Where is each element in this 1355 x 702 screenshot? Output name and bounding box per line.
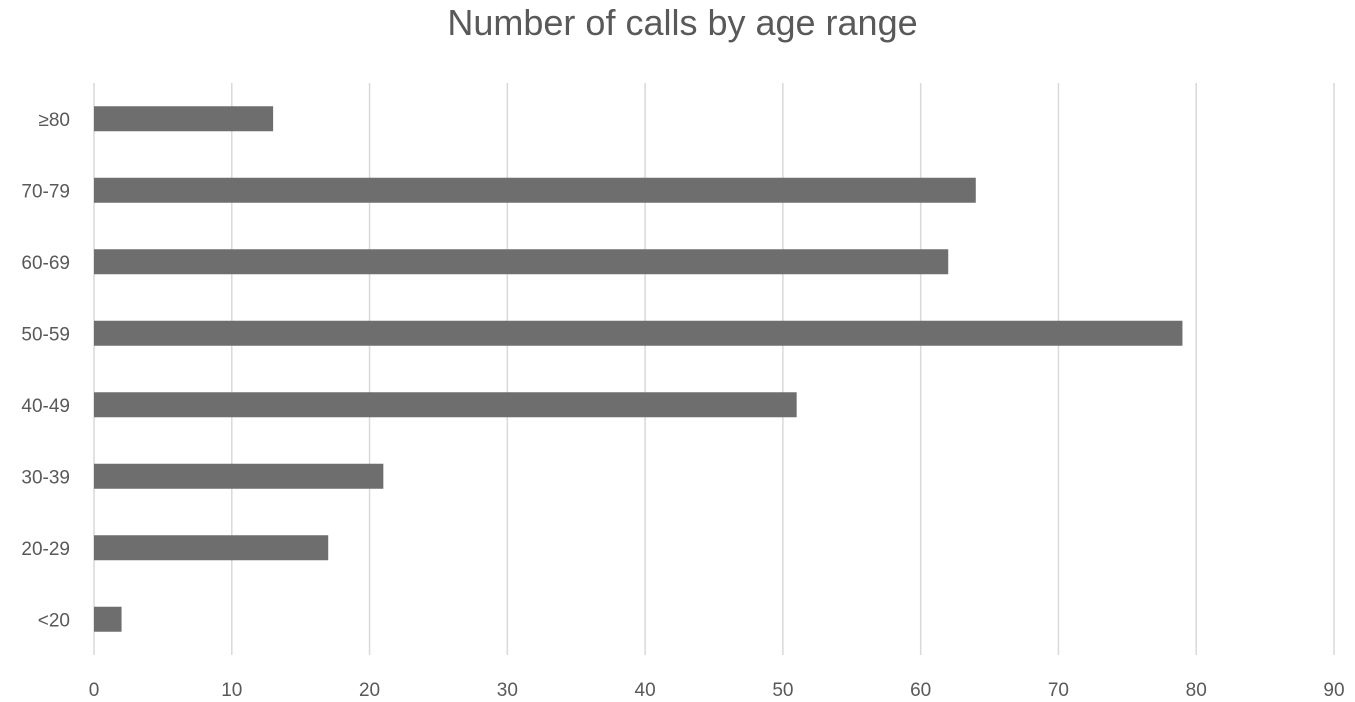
x-tick-label: 0	[89, 680, 100, 701]
category-label: <20	[38, 610, 70, 631]
x-tick-label: 10	[221, 680, 242, 701]
category-label: 20-29	[21, 539, 70, 560]
bar	[94, 320, 1183, 346]
x-tick-label: 50	[772, 680, 793, 701]
category-label: 40-49	[21, 396, 70, 417]
bar	[94, 177, 976, 203]
bar	[94, 463, 384, 489]
bars	[94, 106, 1183, 632]
bar	[94, 392, 797, 418]
bar	[94, 106, 274, 132]
category-label: 50-59	[21, 324, 70, 345]
x-tick-label: 90	[1323, 680, 1344, 701]
category-label: 30-39	[21, 467, 70, 488]
x-tick-label: 80	[1186, 680, 1207, 701]
x-tick-label: 40	[635, 680, 656, 701]
x-tick-label: 30	[497, 680, 518, 701]
category-labels: ≥80 70-79 60-69 50-59 40-49 30-39 20-29 <20	[21, 110, 70, 632]
bar	[94, 249, 949, 275]
chart-title: Number of calls by age range	[447, 2, 918, 43]
bar	[94, 606, 122, 632]
x-tick-label: 60	[910, 680, 931, 701]
x-tick-label: 20	[359, 680, 380, 701]
x-tick-label: 70	[1048, 680, 1069, 701]
category-label: ≥80	[38, 110, 70, 131]
category-label: 60-69	[21, 253, 70, 274]
gridlines	[93, 83, 1335, 655]
bar	[94, 535, 329, 561]
category-label: 70-79	[21, 181, 70, 202]
x-tick-labels: 0 10 20 30 40 50 60 70 80 90	[89, 680, 1345, 701]
